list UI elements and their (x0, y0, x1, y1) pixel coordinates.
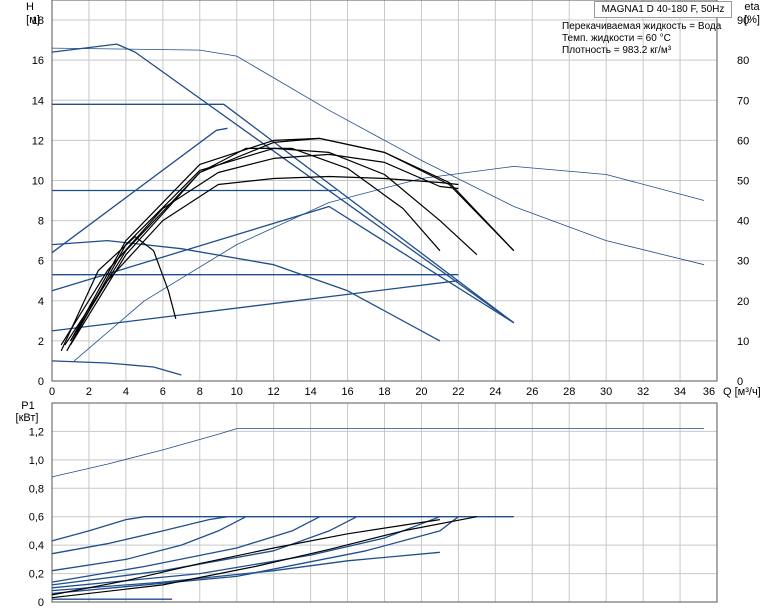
y2-tick-label: 80 (737, 55, 749, 67)
power-series (51, 516, 478, 599)
x-tick-label: 12 (268, 386, 280, 398)
x-tick-label: 8 (197, 386, 203, 398)
power-series (51, 516, 514, 542)
y-tick-label: 10 (32, 175, 44, 187)
curve-series (51, 127, 228, 254)
y2-axis-label: eta (744, 1, 760, 13)
x-tick-label: 30 (600, 386, 612, 398)
y-axis-label: H (26, 1, 34, 13)
p1-axis-unit: [кВт] (16, 412, 39, 424)
x-tick-label: 22 (452, 386, 464, 398)
x-tick-label: 2 (86, 386, 92, 398)
x-tick-label: 6 (160, 386, 166, 398)
p1-tick-label: 0,8 (29, 483, 44, 495)
p1-tick-label: 0,2 (29, 569, 44, 581)
condition-temperature: Темп. жидкости = 60 °C (562, 33, 671, 44)
power-series (51, 551, 440, 592)
y2-tick-label: 0 (737, 376, 743, 388)
y2-axis-unit: [%] (744, 14, 760, 26)
p1-tick-label: 0 (38, 597, 44, 609)
x-tick-label: 32 (637, 386, 649, 398)
power-series (51, 516, 228, 555)
curve-series (51, 239, 441, 342)
p1-axis-label: P1 (21, 400, 34, 412)
y-axis-unit: [м] (26, 14, 40, 26)
x-tick-label: 14 (304, 386, 316, 398)
curve-series (51, 43, 515, 324)
y-tick-label: 14 (32, 95, 44, 107)
curve-series (51, 280, 459, 332)
y-tick-label: 0 (38, 376, 44, 388)
y-tick-label: 12 (32, 135, 44, 147)
x-tick-label: 10 (231, 386, 243, 398)
curve-series (60, 236, 177, 352)
condition-density: Плотность = 983.2 кг/м³ (562, 45, 672, 56)
y2-tick-label: 20 (737, 296, 749, 308)
x-tick-label: 20 (415, 386, 427, 398)
condition-fluid: Перекачиваемая жидкость = Вода (562, 21, 722, 32)
x-tick-label: 34 (674, 386, 686, 398)
p1-tick-label: 0,6 (29, 512, 44, 524)
p1-tick-label: 1,2 (29, 426, 44, 438)
x-tick-label: 16 (341, 386, 353, 398)
curve-series (51, 360, 182, 376)
power-series (51, 516, 358, 586)
y-tick-label: 2 (38, 336, 44, 348)
y-tick-label: 8 (38, 216, 44, 228)
curve-series (69, 137, 515, 342)
x-tick-label: 24 (489, 386, 501, 398)
curve-series (73, 165, 705, 362)
power-series (51, 516, 321, 583)
curve-series (66, 147, 478, 352)
chart-title: MAGNA1 D 40-180 F, 50Hz (594, 1, 732, 18)
x-tick-label: 0 (49, 386, 55, 398)
y2-tick-label: 10 (737, 336, 749, 348)
power-series (51, 428, 705, 478)
curve-series (69, 137, 515, 342)
y2-tick-label: 40 (737, 216, 749, 228)
curve-series (52, 103, 515, 324)
y2-tick-label: 50 (737, 175, 749, 187)
y-tick-label: 4 (38, 296, 44, 308)
y-tick-label: 6 (38, 256, 44, 268)
curve-series (64, 175, 459, 346)
curve-series (69, 147, 441, 346)
y-tick-label: 18 (32, 15, 44, 27)
p1-tick-label: 1,0 (29, 455, 44, 467)
x-tick-label: 36 (703, 386, 715, 398)
x-tick-label: 18 (378, 386, 390, 398)
curve-series (51, 47, 705, 266)
x-tick-label: 26 (526, 386, 538, 398)
p1-tick-label: 0,4 (29, 540, 44, 552)
y2-tick-label: 70 (737, 95, 749, 107)
power-series (51, 516, 247, 572)
x-tick-label: 28 (563, 386, 575, 398)
x-axis-label: Q [м³/ч] (723, 386, 761, 398)
plot-frame-bottom (51, 402, 718, 603)
y2-tick-label: 60 (737, 135, 749, 147)
curve-series (51, 205, 515, 324)
x-tick-label: 4 (123, 386, 129, 398)
power-series (51, 519, 440, 596)
y2-tick-label: 30 (737, 256, 749, 268)
y2-tick-label: 90 (737, 15, 749, 27)
y-tick-label: 16 (32, 55, 44, 67)
